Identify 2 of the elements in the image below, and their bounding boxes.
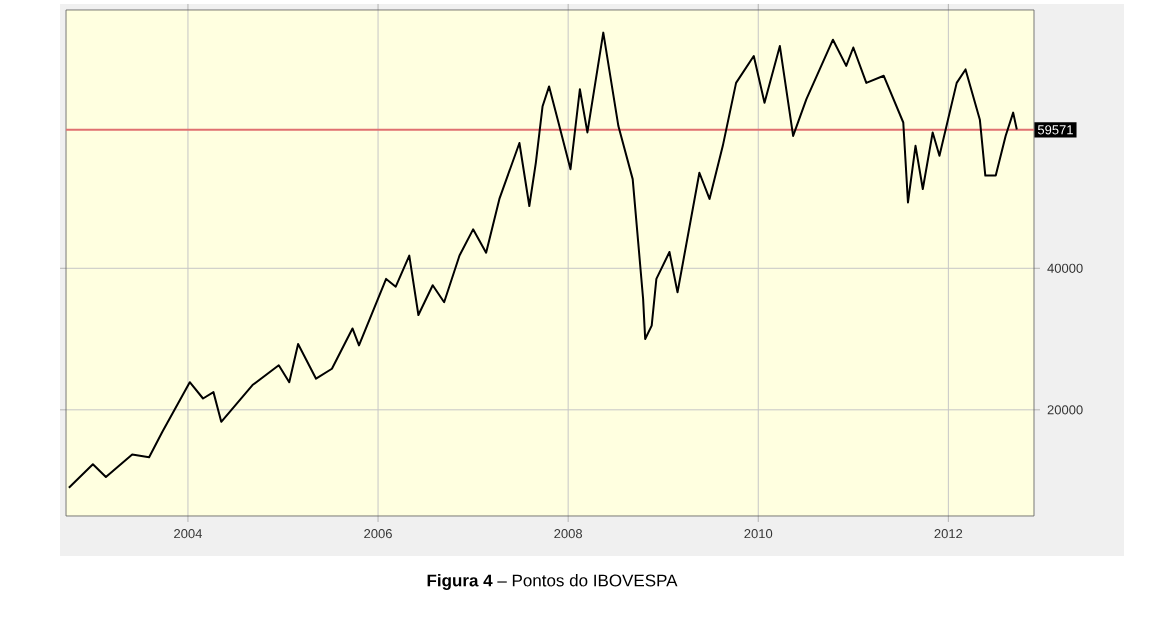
text: Figura 4 – Pontos do IBOVESPA bbox=[427, 574, 678, 590]
line-series bbox=[67, 31, 1018, 489]
